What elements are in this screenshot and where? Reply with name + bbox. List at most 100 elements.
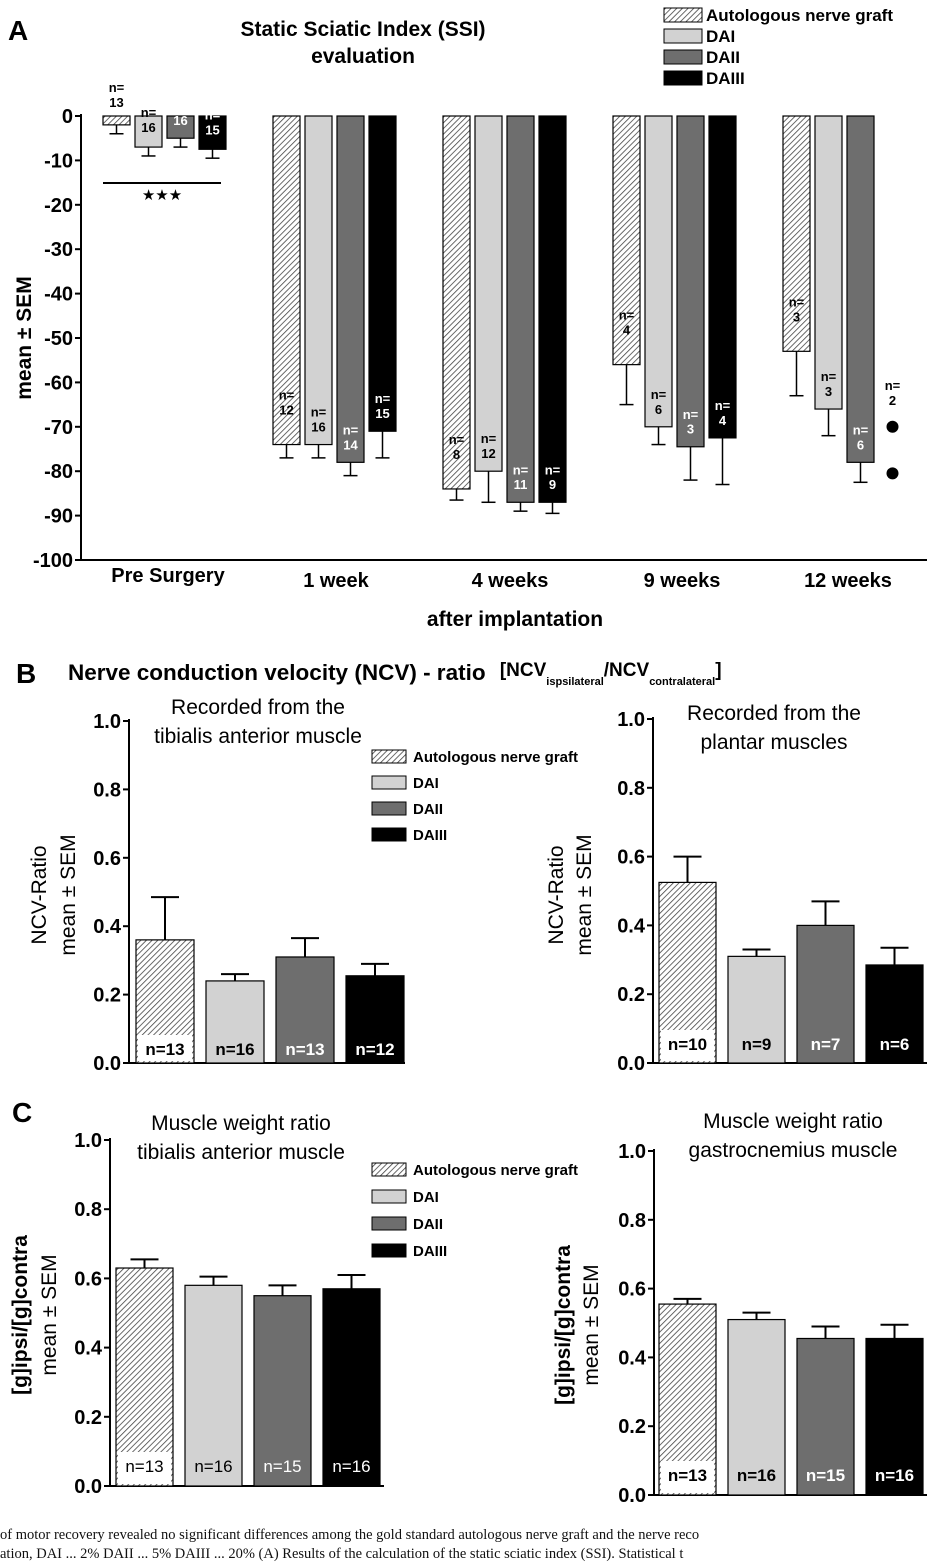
legend-label: DAIII [413,1243,447,1260]
legend-label: DAII [413,1216,443,1233]
n-label: n=16 [173,98,189,128]
n-label: n=6 [853,422,869,452]
n-label-backdrop [661,1030,714,1061]
y-tick-label: -90 [44,506,73,528]
y-axis-label: [g]ipsi/[g]contra [9,1235,32,1395]
legend-label: DAIII [413,827,447,844]
n-label: n=10 [668,1035,707,1054]
data-point [886,420,899,433]
y-axis-label: mean ± SEM [573,834,596,955]
chart-title: plantar muscles [700,731,847,754]
legend-swatch-autologous [371,1162,407,1177]
bar-daii [796,1337,855,1496]
caption-line-1: of motor recovery revealed no significan… [0,1527,700,1543]
y-tick-label: 0.8 [93,779,121,801]
ncv-tibialis-chart: 0.0 0.2 0.4 0.6 0.8 1.0 Recorded from the tibia… [28,696,578,1075]
y-tick-label: 0.8 [617,778,645,800]
panel-a-title-line1: Static Sciatic Index (SSI) [240,18,485,41]
chart-title: Recorded from the [687,702,861,725]
y-tick-label: 0.8 [618,1210,646,1232]
y-tick-label: 0.0 [617,1053,645,1075]
legend-label: Autologous nerve graft [706,6,893,25]
y-tick-label: 0.6 [617,847,645,869]
n-label: n=15 [263,1457,301,1476]
legend-swatch-daiii [371,1243,407,1258]
y-tick-label: -70 [44,417,73,439]
n-label: n= 2 [885,378,901,408]
n-label: n=16 [194,1457,232,1476]
bar-daiii [538,115,567,503]
bar-daii [676,115,705,448]
n-label: n= 3 [789,294,805,324]
n-label: n= 11 [513,462,529,492]
legend-swatch-dai [371,775,407,790]
y-axis-label: mean ± SEM [57,834,80,955]
x-tick-label: 12 weeks [804,570,892,592]
bar-dai [184,1284,243,1487]
bar-daiii [368,115,397,432]
n-label: n= 8 [449,432,465,462]
n-label: n= 4 [619,308,635,338]
chart-title: tibialis anterior muscle [154,725,362,748]
n-label: n=12 [481,431,497,461]
y-tick-label: -80 [44,461,73,483]
bar-autologous [442,115,471,490]
n-label: n=13 [109,80,125,110]
bar-autologous [102,115,131,126]
bar-daiii [865,1337,924,1496]
legend-swatch-daiii [371,827,407,842]
y-tick-label: 1.0 [93,711,121,733]
n-label: n= 4 [715,398,731,428]
bar-daii [506,115,535,503]
panel-a-ylabel: mean ± SEM [13,276,36,400]
figure: A Static Sciatic Index (SSI) evaluation … [8,6,927,1507]
bar-daii [275,956,335,1064]
panel-b-letter: B [16,658,36,689]
bar-daiii [322,1288,381,1487]
significance-stars: ★★★ [142,187,182,204]
n-label: n=16 [311,405,327,435]
panel-b-title: Nerve conduction velocity (NCV) - ratio … [68,660,722,688]
bar-daiii [708,115,737,439]
n-label: n=12 [355,1040,394,1059]
n-label: n=13 [125,1457,163,1476]
n-label: n=9 [742,1035,772,1054]
panel-a-letter: A [8,15,28,46]
bar-dai [644,115,673,428]
legend-swatch-daii [663,49,703,65]
y-axis-label: mean ± SEM [580,1264,603,1385]
n-label: n=15 [806,1466,845,1485]
n-label: n=16 [737,1466,776,1485]
n-label-backdrop [661,1461,714,1493]
n-label: n=16 [215,1040,254,1059]
panel-a-xlabel: after implantation [427,608,603,631]
legend-swatch-daii [371,801,407,816]
n-label: n= 3 [821,369,837,399]
y-tick-label: 0.4 [617,915,646,937]
x-tick-label: 4 weeks [472,570,549,592]
bar-dai [727,1318,786,1496]
y-tick-label: 0.4 [618,1347,647,1369]
legend-swatch-autologous [371,749,407,764]
chart-title: Muscle weight ratio [703,1110,883,1133]
y-tick-label: 1.0 [74,1130,102,1152]
n-label: n=7 [811,1035,841,1054]
chart-title: Muscle weight ratio [151,1112,331,1135]
y-tick-label: 0.0 [618,1485,646,1507]
weight-tibialis-chart: 0.0 0.2 0.4 0.6 0.8 1.0 Muscle weight ratio tib… [9,1112,578,1498]
y-tick-label: 0.4 [93,916,122,938]
x-tick-label: 9 weeks [644,570,721,592]
legend-label: Autologous nerve graft [413,749,578,766]
legend-label: DAI [413,1189,439,1206]
legend-label: DAII [413,801,443,818]
ssi-chart: 0 -10 -20 -30 -40 -50 -60 -70 -80 -90 -100 Pre Surg… [33,80,927,592]
y-axis-label: NCV-Ratio [545,845,568,944]
y-tick-label: 0.6 [93,848,121,870]
y-tick-label: 0.2 [93,985,121,1007]
panel-a-title-line2: evaluation [311,45,415,68]
legend-label: DAI [706,27,735,46]
n-label: n=15 [205,107,221,137]
y-axis-label: [g]ipsi/[g]contra [552,1245,575,1405]
n-label-backdrop [118,1452,171,1484]
bar-dai [304,115,333,446]
